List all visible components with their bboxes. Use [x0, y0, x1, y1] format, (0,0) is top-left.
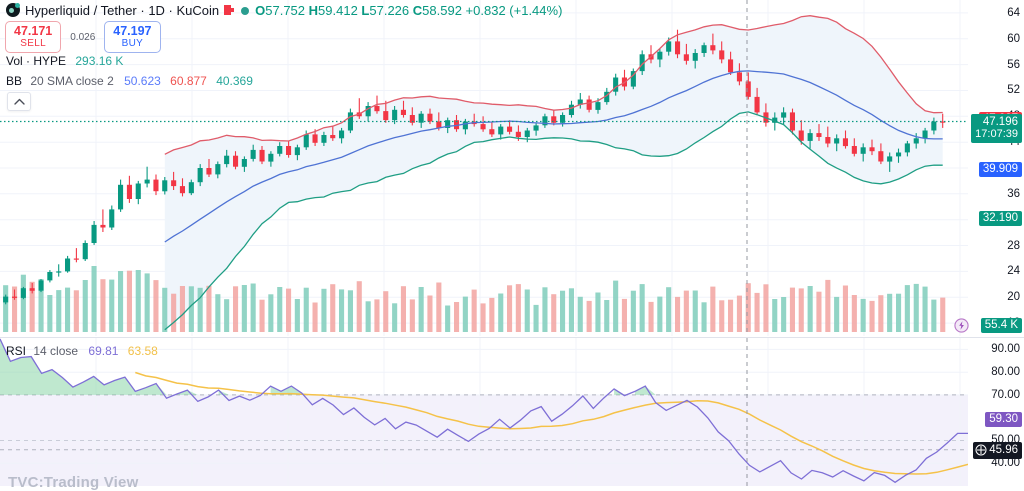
bb-upper-value: 60.877	[170, 74, 207, 88]
buy-button[interactable]: 47.197 BUY	[104, 21, 161, 53]
spread-value: 0.026	[70, 31, 96, 43]
rsi-chart-canvas	[0, 338, 968, 486]
bb-params: 20 SMA close 2	[30, 74, 114, 88]
collapse-pane-button[interactable]	[7, 92, 31, 111]
pane-separator[interactable]	[0, 337, 1024, 338]
bb-name: BB	[6, 74, 23, 88]
low-value: 57.226	[369, 3, 410, 18]
buy-label: BUY	[121, 38, 144, 49]
hyperliquid-logo-icon	[6, 3, 20, 17]
high-label: H	[308, 3, 319, 18]
buy-price: 47.197	[113, 24, 152, 38]
sell-label: SELL	[20, 38, 46, 49]
volume-badge[interactable]: 55.4 K	[980, 318, 1022, 333]
rsi-value: 69.81	[88, 344, 119, 358]
rsi-legend[interactable]: RSI 14 close 69.81 63.58	[6, 344, 158, 358]
rsi-value-badge-text: 59.30	[989, 413, 1018, 426]
bb-lower-price-badge-value: 32.190	[982, 212, 1018, 225]
rsi-params: 14 close	[33, 344, 79, 358]
price-axis-tick: 24	[1007, 265, 1020, 278]
rsi-crosshair-value: 45.96	[989, 443, 1018, 456]
price-axis-tick: 56	[1007, 58, 1020, 71]
last-price-badge-value: 47.196	[982, 115, 1018, 128]
price-axis-tick: 60	[1007, 32, 1020, 45]
bollinger-bands-legend[interactable]: BB 20 SMA close 2 50.623 60.877 40.369	[6, 74, 253, 88]
high-value: 59.412	[318, 3, 358, 18]
volume-legend-title: Vol · HYPE	[6, 54, 67, 68]
last-price-badge[interactable]: 47.196 17:07:39	[971, 113, 1022, 143]
chevron-up-icon	[13, 98, 25, 105]
volume-legend[interactable]: Vol · HYPE 293.16 K	[6, 54, 123, 68]
rsi-ma-value: 63.58	[127, 344, 158, 358]
price-axis-tick: 64	[1007, 6, 1020, 19]
rsi-axis-tick: 70.00	[991, 388, 1020, 401]
price-chart-pane[interactable]	[0, 0, 968, 336]
trade-widget[interactable]: 47.171 SELL 0.026 47.197 BUY	[5, 21, 161, 53]
last-price-time: 17:07:39	[975, 128, 1018, 140]
price-axis-tick: 28	[1007, 239, 1020, 252]
open-value: 57.752	[265, 3, 306, 18]
rsi-axis-tick: 90.00	[991, 343, 1020, 356]
change-percent: (+1.44%)	[509, 3, 563, 18]
rsi-axis-tick: 80.00	[991, 366, 1020, 379]
symbol-title[interactable]: Hyperliquid / Tether · 1D · KuCoin	[25, 3, 220, 18]
low-label: L	[361, 3, 370, 18]
close-value: 58.592	[422, 3, 462, 18]
change-value: +0.832	[465, 3, 506, 18]
crosshair-plus-icon[interactable]	[975, 444, 987, 456]
sell-price: 47.171	[14, 24, 53, 38]
rsi-axis[interactable]: 90.00 80.00 70.00 50.00 40.00 59.30 45.96	[968, 338, 1024, 486]
sell-button[interactable]: 47.171 SELL	[5, 21, 62, 53]
candlestick-style-icon[interactable]	[224, 4, 235, 17]
chart-watermark: TVC:Trading View	[8, 474, 139, 491]
price-axis-tick: 36	[1007, 187, 1020, 200]
open-label: O	[255, 3, 266, 18]
bb-lower-price-badge[interactable]: 32.190	[978, 211, 1022, 227]
bb-basis-value: 50.623	[124, 74, 161, 88]
price-axis-tick: 20	[1007, 291, 1020, 304]
symbol-legend: Hyperliquid / Tether · 1D · KuCoin O57.75…	[6, 3, 562, 18]
volume-legend-value: 293.16 K	[75, 54, 124, 68]
price-axis[interactable]: 6460565248444036322824201647.62747.19617…	[954, 0, 1024, 336]
rsi-indicator-pane[interactable]	[0, 338, 968, 486]
rsi-axis-tick: 40.00	[991, 457, 1020, 470]
price-axis-tick: 52	[1007, 84, 1020, 97]
volume-badge-value: 55.4 K	[984, 319, 1018, 331]
realtime-flash-icon[interactable]	[954, 318, 969, 333]
rsi-crosshair-badge[interactable]: 45.96	[973, 441, 1022, 459]
bb-basis-price-badge-value: 39.909	[982, 162, 1018, 175]
rsi-name: RSI	[6, 344, 27, 358]
close-label: C	[412, 3, 423, 18]
bb-lower-value: 40.369	[216, 74, 253, 88]
indicator-dot-icon[interactable]	[241, 7, 250, 15]
bb-basis-price-badge[interactable]: 39.909	[978, 161, 1022, 177]
rsi-value-badge[interactable]: 59.30	[985, 412, 1022, 428]
price-chart-canvas	[0, 0, 968, 336]
